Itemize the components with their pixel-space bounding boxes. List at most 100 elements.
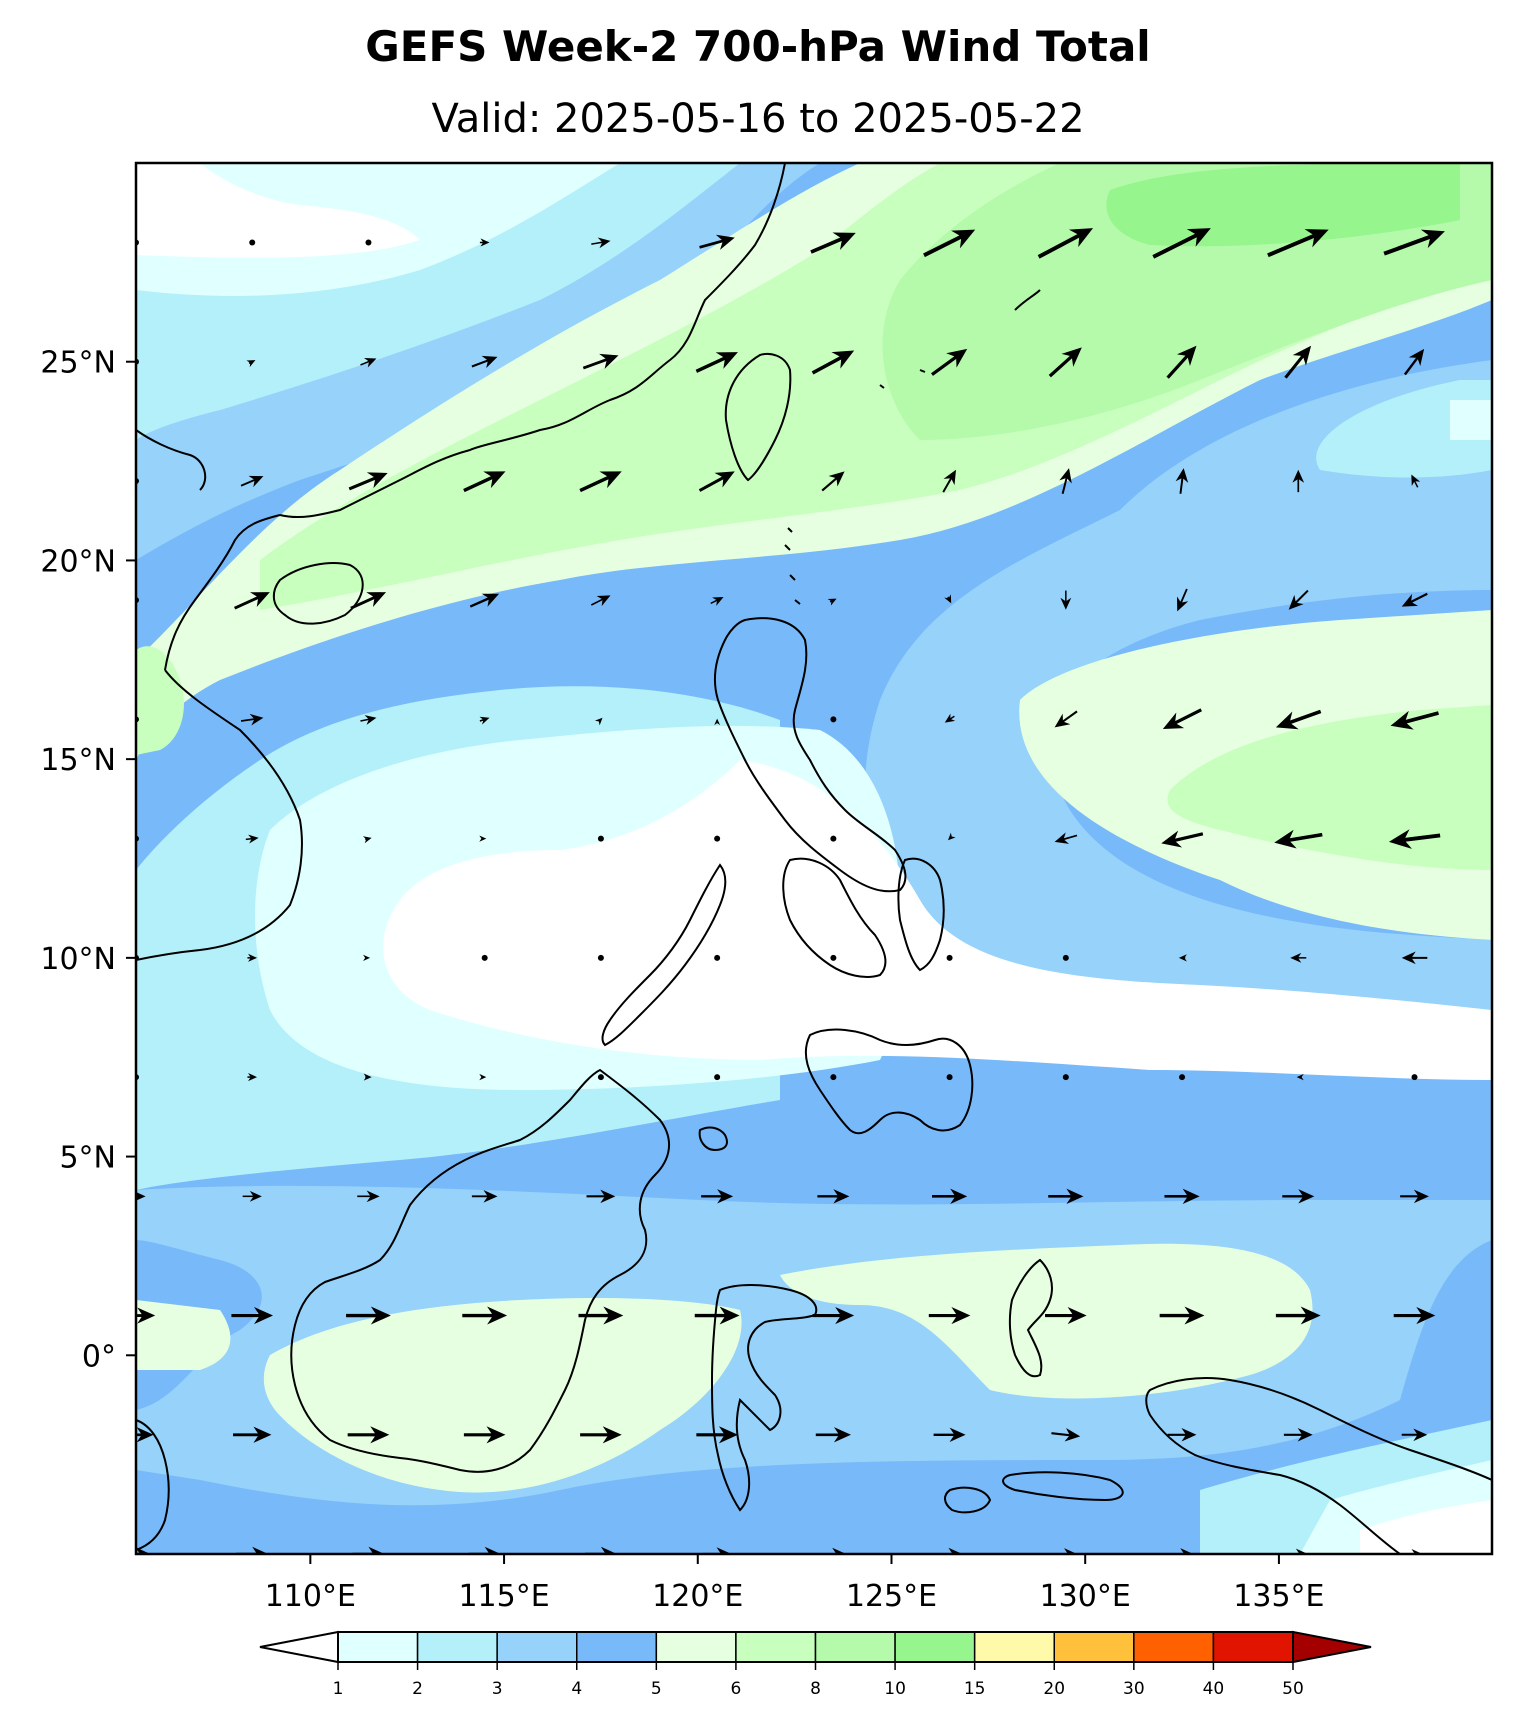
- wind-arrow: [136, 1307, 156, 1324]
- island-halmahera: [1008, 1258, 1053, 1378]
- wind-arrow: [1403, 348, 1425, 376]
- island-sulu: [698, 1126, 728, 1152]
- wind-arrow: [1170, 1548, 1194, 1554]
- wind-arrow: [695, 352, 738, 373]
- lat-tick-label: 25°N: [40, 346, 116, 381]
- colorbar-tick-label: 40: [1203, 1679, 1225, 1699]
- wind-arrow: [1048, 347, 1082, 378]
- lat-tick-label: 10°N: [40, 942, 116, 977]
- wind-calm-dot: [714, 1074, 721, 1081]
- wind-arrow: [1159, 1306, 1205, 1325]
- lat-tick-label: 5°N: [59, 1141, 116, 1176]
- wind-arrow: [1401, 592, 1428, 607]
- shade-eq-east-green-over: [780, 1243, 1313, 1399]
- colorbar-segment: [973, 1631, 1056, 1663]
- lon-tick-label: 130°E: [1040, 1579, 1131, 1614]
- lon-tick-label: 115°E: [458, 1579, 549, 1614]
- wind-arrow: [701, 1189, 734, 1204]
- island-mindanao: [804, 1028, 974, 1135]
- wind-arrow: [1267, 229, 1329, 258]
- shade-se-white: [1360, 1500, 1492, 1554]
- wind-arrow: [1275, 1306, 1321, 1325]
- wind-calm-dot: [1411, 1074, 1418, 1081]
- wind-arrow: [136, 1191, 146, 1201]
- wind-arrow: [1054, 710, 1078, 728]
- colorbar-tick-label: 15: [964, 1679, 986, 1699]
- wind-arrow: [1176, 588, 1189, 612]
- colorbar-segment: [337, 1631, 419, 1663]
- wind-arrow: [942, 469, 956, 493]
- wind-arrow: [1290, 952, 1307, 963]
- wind-arrow: [1060, 590, 1072, 610]
- wind-arrow: [1045, 1306, 1087, 1325]
- wind-arrow: [233, 1426, 272, 1443]
- wind-arrow: [1048, 1188, 1084, 1204]
- wind-arrow: [462, 1306, 508, 1325]
- wind-arrow: [247, 1073, 258, 1082]
- map-subtitle: Valid: 2025-05-16 to 2025-05-22: [431, 96, 1085, 142]
- wind-arrow: [1390, 710, 1439, 730]
- wind-arrow: [1401, 951, 1428, 965]
- longitude-labels: 110°E 115°E 120°E 125°E 130°E 135°E: [265, 1554, 1325, 1614]
- wind-arrow: [479, 835, 487, 842]
- wind-arrow: [136, 1427, 154, 1443]
- colorbar-segment: [416, 1631, 498, 1663]
- wind-calm-dot: [946, 954, 953, 961]
- wind-arrow: [247, 953, 258, 962]
- wind-arrow: [240, 713, 264, 726]
- wind-arrow: [580, 1426, 622, 1444]
- wind-arrow: [1054, 832, 1078, 844]
- shade-eq-south-green-over: [263, 1298, 742, 1493]
- colorbar-segment: [1053, 1631, 1135, 1663]
- wind-arrow: [1296, 1073, 1304, 1081]
- island-borneo: [290, 1068, 671, 1473]
- wind-arrow: [931, 348, 968, 376]
- lon-tick-label: 120°E: [652, 1579, 743, 1614]
- wind-arrow: [699, 234, 735, 250]
- colorbar-segment: [894, 1631, 976, 1663]
- wind-arrow: [936, 1547, 963, 1554]
- wind-arrow: [694, 1306, 740, 1325]
- wind-arrow: [352, 1546, 385, 1554]
- island-seram: [1002, 1471, 1124, 1502]
- colorbar-tick-label: 5: [651, 1679, 662, 1699]
- wind-calm-dot: [830, 1074, 837, 1081]
- wind-arrow: [1166, 345, 1197, 379]
- wind-arrow: [1502, 230, 1516, 252]
- island-batanes: [784, 527, 801, 605]
- wind-arrow: [471, 355, 498, 369]
- colorbar-tick-label: 1: [333, 1679, 344, 1699]
- wind-calm-dot: [597, 954, 604, 961]
- lat-tick-label: 0°: [82, 1339, 116, 1374]
- wind-arrow: [1059, 468, 1072, 494]
- lat-tick-label: 15°N: [40, 743, 116, 778]
- map-title: GEFS Week-2 700-hPa Wind Total: [365, 22, 1151, 71]
- wind-arrow: [1178, 954, 1187, 962]
- wind-arrow: [933, 1427, 966, 1442]
- wind-arrow: [1162, 708, 1202, 729]
- colorbar-tick-label: 2: [412, 1679, 423, 1699]
- wind-arrow: [1037, 228, 1094, 259]
- wind-arrow: [479, 716, 490, 725]
- coast-china: [279, 163, 786, 519]
- colorbar-segment: [814, 1631, 896, 1663]
- wind-arrow: [702, 1547, 732, 1554]
- wind-arrow: [821, 471, 845, 492]
- wind-arrow: [923, 229, 976, 258]
- wind-arrow: [136, 1547, 151, 1554]
- wind-arrow: [1393, 1306, 1436, 1325]
- wind-arrow: [469, 593, 500, 608]
- wind-arrow: [479, 1073, 487, 1081]
- wind-arrow: [696, 1426, 738, 1444]
- wind-arrow: [710, 596, 724, 606]
- colorbar-under-extend: [259, 1630, 339, 1664]
- wind-arrow: [586, 1189, 616, 1204]
- wind-arrow: [363, 1073, 372, 1081]
- colorbar-tick-label: 3: [492, 1679, 503, 1699]
- wind-calm-dot: [830, 835, 837, 842]
- island-ryukyu: [879, 289, 1041, 389]
- wind-arrow: [479, 238, 490, 247]
- colorbar-tick-label: 8: [810, 1679, 821, 1699]
- wind-arrow: [1167, 1428, 1197, 1442]
